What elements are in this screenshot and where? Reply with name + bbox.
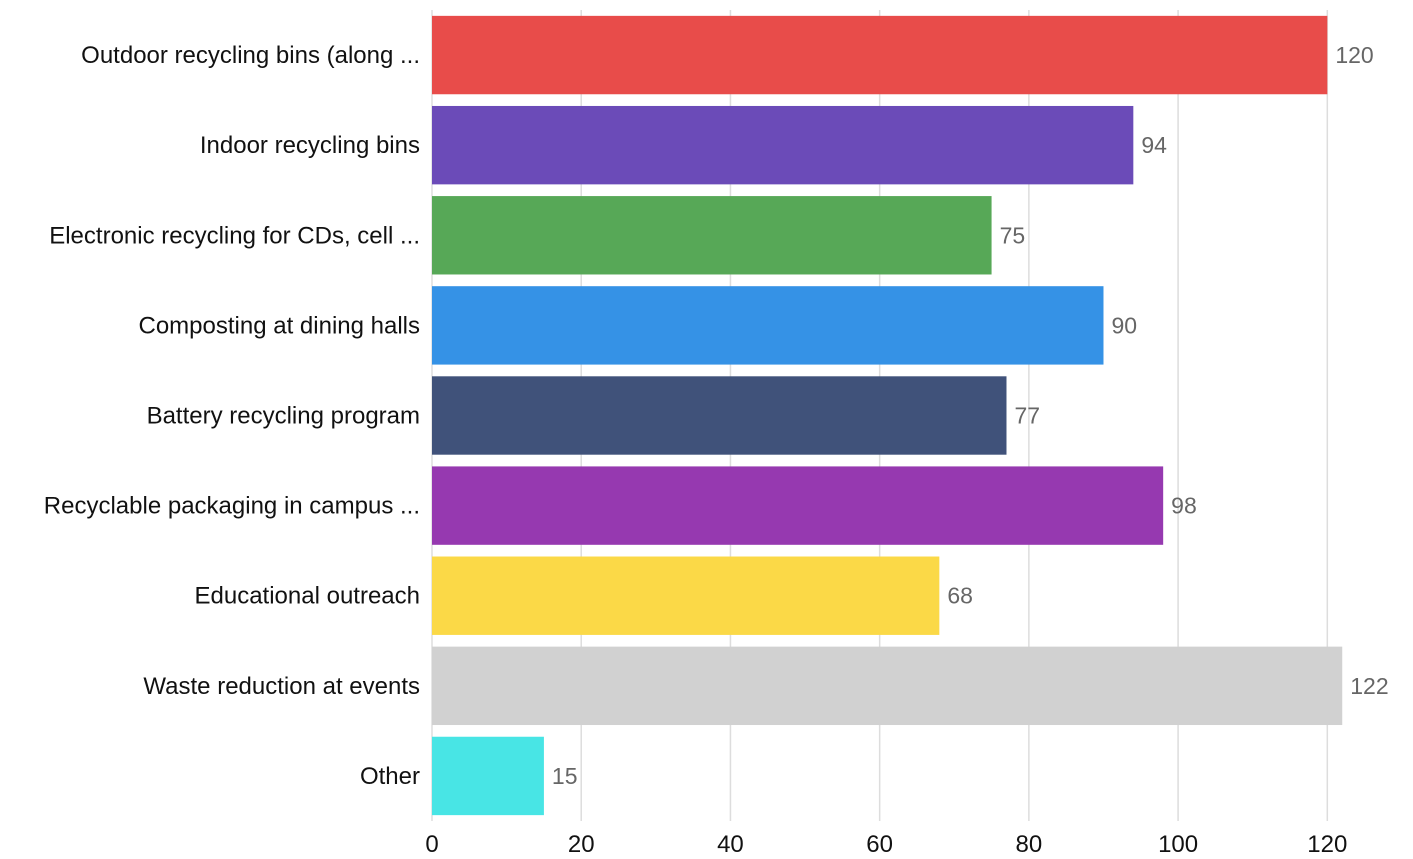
category-label: Other — [360, 763, 420, 790]
bar — [432, 15, 1328, 95]
x-tick-label: 100 — [1158, 831, 1198, 858]
bars — [432, 15, 1343, 816]
x-tick-label: 80 — [1016, 831, 1043, 858]
data-label: 120 — [1335, 42, 1373, 68]
data-label: 98 — [1171, 493, 1197, 519]
data-label: 94 — [1141, 132, 1167, 158]
category-label: Indoor recycling bins — [200, 132, 420, 159]
bar — [432, 196, 992, 275]
data-label: 77 — [1014, 403, 1040, 429]
data-label: 68 — [947, 583, 973, 609]
category-label: Recyclable packaging in campus ... — [44, 493, 420, 520]
category-label: Battery recycling program — [147, 403, 420, 430]
data-label: 75 — [1000, 222, 1026, 248]
bar — [432, 736, 544, 816]
x-tick-label: 120 — [1307, 831, 1347, 858]
x-tick-label: 40 — [717, 831, 744, 858]
category-label: Electronic recycling for CDs, cell ... — [49, 222, 420, 249]
bar — [432, 466, 1164, 545]
data-label: 90 — [1111, 312, 1137, 338]
category-label: Waste reduction at events — [143, 673, 420, 700]
x-tick-label: 60 — [866, 831, 893, 858]
x-axis-ticks: 0 20 40 60 80 100 120 — [425, 831, 1347, 858]
category-label: Composting at dining halls — [139, 312, 421, 339]
value-labels: 120 94 75 90 77 98 68 122 15 — [552, 42, 1389, 789]
data-label: 122 — [1350, 673, 1388, 699]
category-label: Educational outreach — [195, 583, 421, 610]
bar — [432, 376, 1007, 455]
data-label: 15 — [552, 763, 578, 789]
category-label: Outdoor recycling bins (along ... — [81, 42, 420, 69]
x-tick-label: 0 — [425, 831, 438, 858]
bar — [432, 646, 1343, 726]
bar — [432, 286, 1104, 365]
bar — [432, 105, 1134, 185]
bar — [432, 556, 940, 635]
category-labels: Outdoor recycling bins (along ... Indoor … — [44, 42, 420, 790]
x-tick-label: 20 — [568, 831, 595, 858]
